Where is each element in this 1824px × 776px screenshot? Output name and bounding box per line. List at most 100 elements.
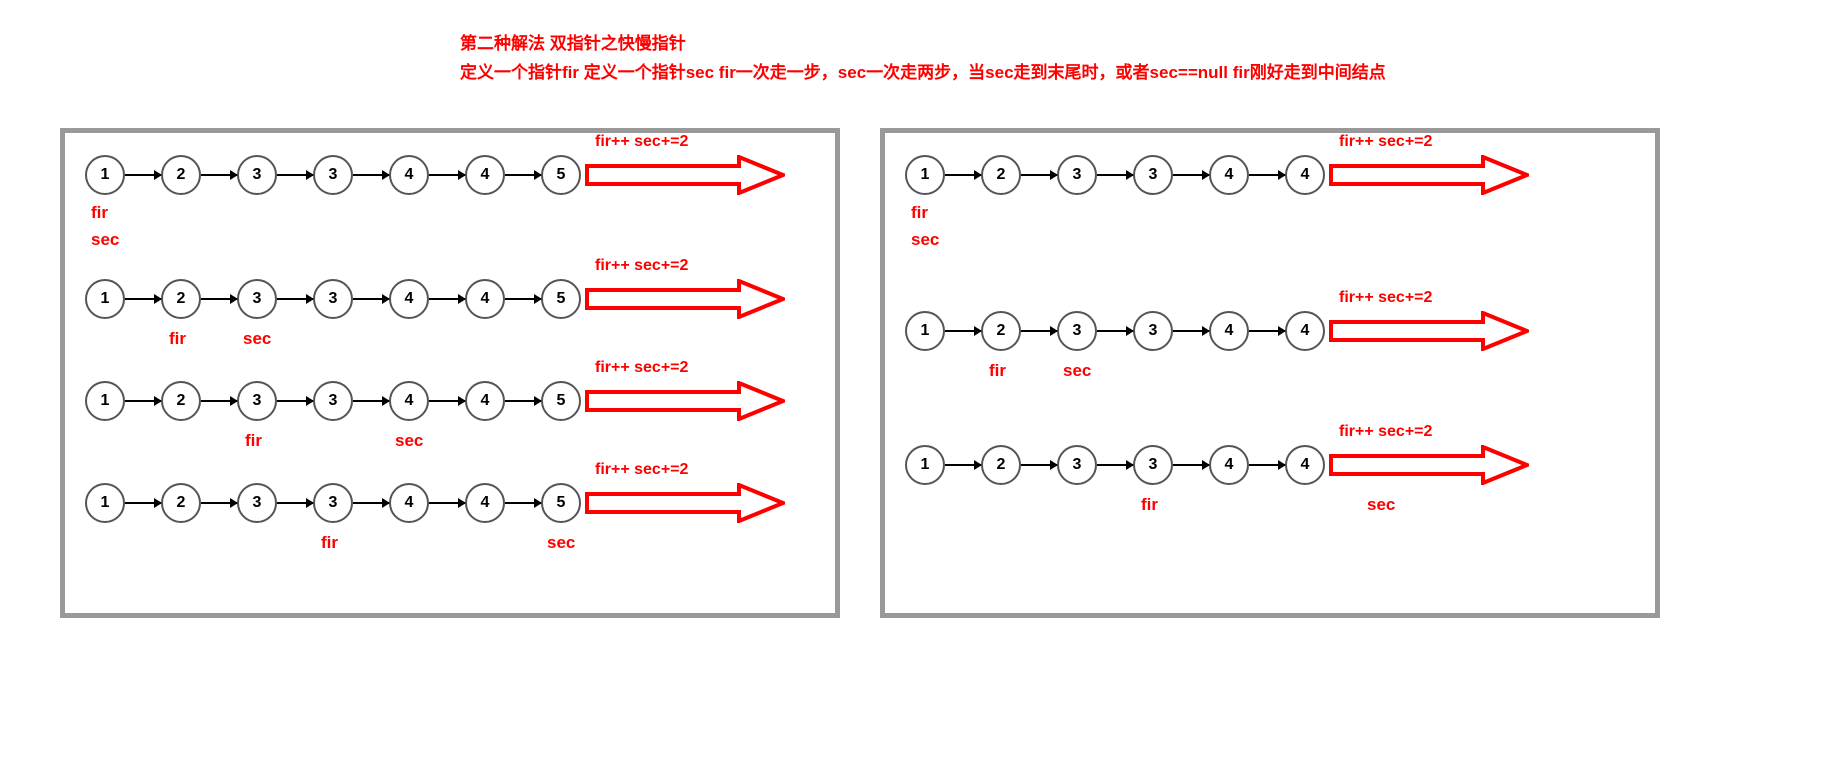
- fir-label: fir: [169, 329, 186, 349]
- step-row: 123344 fir++ sec+=2firsec: [905, 309, 1635, 383]
- list-link-arrow: [1173, 330, 1209, 332]
- list-node: 4: [465, 155, 505, 195]
- list-node: 1: [85, 279, 125, 319]
- sec-label: sec: [91, 226, 119, 253]
- list-link-arrow: [1021, 464, 1057, 466]
- list-link-arrow: [429, 400, 465, 402]
- list-link-arrow: [1021, 174, 1057, 176]
- sec-label: sec: [547, 533, 575, 553]
- linked-list-row: 1233445 fir++ sec+=2: [85, 153, 815, 197]
- list-node: 2: [981, 155, 1021, 195]
- list-link-arrow: [201, 298, 237, 300]
- list-node: 4: [1285, 155, 1325, 195]
- step-row: 123344 fir++ sec+=2firsec: [905, 153, 1635, 249]
- step-row: 1233445 fir++ sec+=2firsec: [85, 277, 815, 351]
- list-link-arrow: [277, 400, 313, 402]
- list-link-arrow: [945, 464, 981, 466]
- left-panel: 1233445 fir++ sec+=2firsec1233445 fir++ …: [60, 128, 840, 618]
- list-node: 2: [161, 279, 201, 319]
- fir-label: fir: [245, 431, 262, 451]
- pointer-labels-stacked: firsec: [91, 199, 119, 253]
- list-node: 4: [389, 483, 429, 523]
- linked-list-row: 123344 fir++ sec+=2: [905, 309, 1635, 353]
- linked-list-row: 123344 fir++ sec+=2: [905, 153, 1635, 197]
- step-arrow: fir++ sec+=2: [585, 483, 785, 523]
- pointer-labels-row: firsec: [85, 429, 815, 453]
- list-link-arrow: [1097, 330, 1133, 332]
- sec-label: sec: [1367, 495, 1395, 515]
- linked-list-row: 1233445 fir++ sec+=2: [85, 481, 815, 525]
- list-node: 4: [389, 381, 429, 421]
- step-arrow: fir++ sec+=2: [585, 279, 785, 319]
- header-line1: 第二种解法 双指针之快慢指针: [460, 30, 1824, 59]
- step-arrow-label: fir++ sec+=2: [595, 257, 688, 275]
- list-link-arrow: [125, 174, 161, 176]
- list-node: 3: [237, 381, 277, 421]
- pointer-labels-row: fir sec: [905, 493, 1635, 517]
- list-node: 3: [313, 381, 353, 421]
- list-node: 5: [541, 279, 581, 319]
- list-node: 4: [1285, 445, 1325, 485]
- list-link-arrow: [1097, 174, 1133, 176]
- list-link-arrow: [1173, 174, 1209, 176]
- list-node: 2: [981, 311, 1021, 351]
- list-node: 3: [313, 155, 353, 195]
- list-link-arrow: [429, 298, 465, 300]
- list-link-arrow: [505, 502, 541, 504]
- list-link-arrow: [505, 174, 541, 176]
- step-arrow-label: fir++ sec+=2: [1339, 133, 1432, 151]
- list-link-arrow: [505, 298, 541, 300]
- fir-label: fir: [989, 361, 1006, 381]
- list-node: 1: [905, 311, 945, 351]
- step-arrow: fir++ sec+=2: [1329, 311, 1529, 351]
- right-panel: 123344 fir++ sec+=2firsec123344 fir++ se…: [880, 128, 1660, 618]
- list-link-arrow: [353, 298, 389, 300]
- list-node: 3: [1057, 445, 1097, 485]
- list-node: 3: [313, 483, 353, 523]
- list-node: 4: [1285, 311, 1325, 351]
- step-row: 1233445 fir++ sec+=2firsec: [85, 153, 815, 249]
- list-link-arrow: [201, 174, 237, 176]
- list-node: 3: [1133, 445, 1173, 485]
- list-node: 4: [389, 155, 429, 195]
- list-node: 3: [1133, 155, 1173, 195]
- fir-label: fir: [1141, 495, 1158, 515]
- linked-list-row: 1233445 fir++ sec+=2: [85, 379, 815, 423]
- header-block: 第二种解法 双指针之快慢指针 定义一个指针fir 定义一个指针sec fir一次…: [0, 0, 1824, 88]
- list-link-arrow: [1173, 464, 1209, 466]
- list-link-arrow: [429, 174, 465, 176]
- list-node: 4: [465, 483, 505, 523]
- list-node: 4: [1209, 155, 1249, 195]
- step-row: 123344 fir++ sec+=2firsec: [905, 443, 1635, 517]
- pointer-labels-stacked: firsec: [911, 199, 939, 253]
- list-link-arrow: [125, 400, 161, 402]
- step-row: 1233445 fir++ sec+=2firsec: [85, 379, 815, 453]
- pointer-labels-row: firsec: [85, 531, 815, 555]
- list-link-arrow: [277, 298, 313, 300]
- list-node: 3: [1057, 311, 1097, 351]
- list-link-arrow: [353, 502, 389, 504]
- list-node: 3: [237, 279, 277, 319]
- list-link-arrow: [353, 400, 389, 402]
- step-row: 1233445 fir++ sec+=2firsec: [85, 481, 815, 555]
- list-node: 5: [541, 381, 581, 421]
- pointer-labels-row: firsec: [905, 359, 1635, 383]
- list-node: 3: [313, 279, 353, 319]
- step-arrow-label: fir++ sec+=2: [595, 133, 688, 151]
- list-link-arrow: [429, 502, 465, 504]
- list-node: 5: [541, 155, 581, 195]
- list-node: 4: [1209, 445, 1249, 485]
- list-node: 2: [161, 483, 201, 523]
- list-link-arrow: [353, 174, 389, 176]
- list-link-arrow: [1021, 330, 1057, 332]
- list-link-arrow: [277, 174, 313, 176]
- linked-list-row: 1233445 fir++ sec+=2: [85, 277, 815, 321]
- step-arrow: fir++ sec+=2: [585, 381, 785, 421]
- list-link-arrow: [1249, 464, 1285, 466]
- step-arrow-label: fir++ sec+=2: [595, 461, 688, 479]
- step-arrow-label: fir++ sec+=2: [1339, 289, 1432, 307]
- list-link-arrow: [505, 400, 541, 402]
- list-node: 1: [905, 445, 945, 485]
- panels-container: 1233445 fir++ sec+=2firsec1233445 fir++ …: [0, 88, 1824, 638]
- step-arrow: fir++ sec+=2: [1329, 155, 1529, 195]
